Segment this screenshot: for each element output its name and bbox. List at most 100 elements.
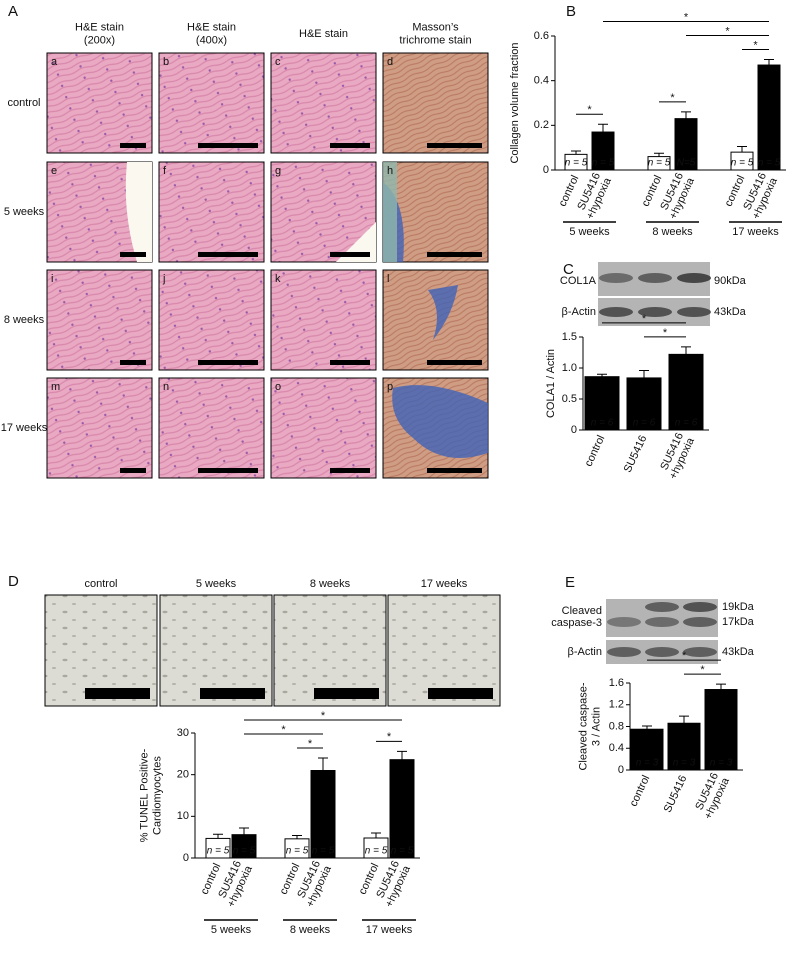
blot-band bbox=[677, 307, 711, 317]
micrograph-image bbox=[270, 52, 377, 154]
n-label: n = 5 bbox=[731, 158, 754, 169]
micrograph: o bbox=[270, 377, 377, 479]
micrograph: g bbox=[270, 161, 377, 263]
blot-band bbox=[599, 307, 633, 317]
micrograph-image bbox=[44, 594, 158, 707]
micrograph-image bbox=[158, 52, 265, 154]
blot-band bbox=[607, 617, 641, 627]
error-bar bbox=[318, 757, 328, 771]
scale-bar bbox=[198, 143, 258, 148]
group-label: 8 weeks bbox=[290, 924, 331, 936]
x-tick-label-line: SU5416 bbox=[622, 433, 650, 474]
x-tick-label: SU5416+hypoxia bbox=[656, 430, 697, 481]
blot-band bbox=[645, 617, 679, 627]
error-bar bbox=[397, 750, 407, 760]
band-label-line: COL1A bbox=[560, 275, 597, 287]
y-tick-label: 0 bbox=[183, 852, 189, 864]
column-header-line: H&E stain bbox=[187, 21, 236, 33]
x-tick-label-line: SU5416 bbox=[662, 773, 690, 814]
n-label: n = 5 bbox=[391, 846, 414, 857]
error-bar bbox=[239, 827, 249, 835]
micrograph-image bbox=[387, 594, 501, 707]
scale-bar bbox=[330, 360, 370, 365]
error-bar bbox=[737, 146, 747, 153]
scale-bar bbox=[427, 143, 482, 148]
scale-bar bbox=[198, 360, 258, 365]
scale-bar bbox=[427, 360, 482, 365]
x-tick-label: SU5416+hypoxia bbox=[691, 770, 732, 821]
micrograph-image bbox=[273, 594, 387, 707]
error-bar bbox=[639, 369, 649, 378]
x-tick-label: SU5416 bbox=[622, 433, 650, 474]
y-tick-label: 20 bbox=[177, 769, 189, 781]
micrograph-image bbox=[158, 161, 265, 263]
n-label: n = 3 bbox=[673, 758, 696, 769]
scale-bar bbox=[330, 143, 370, 148]
image-label: 5 weeks bbox=[196, 578, 237, 590]
panel-label: E bbox=[565, 574, 575, 591]
bar bbox=[584, 376, 620, 431]
blot-band bbox=[599, 273, 633, 283]
blot-band bbox=[645, 602, 679, 612]
panel-label: B bbox=[566, 3, 576, 20]
significance-label: * bbox=[663, 327, 668, 339]
micrograph: n bbox=[158, 377, 265, 479]
bar bbox=[730, 151, 754, 171]
y-axis-label: Collagen volume fraction bbox=[509, 42, 521, 163]
y-axis-label-line: Cleaved caspase- bbox=[577, 682, 589, 770]
size-label: 17kDa bbox=[722, 616, 755, 628]
n-label: n = 5 bbox=[207, 846, 230, 857]
row-label: control bbox=[7, 97, 40, 109]
y-axis-label: Cleaved caspase-3 / Actin bbox=[577, 682, 602, 770]
image-letter: n bbox=[163, 381, 169, 393]
y-tick-label: 0.2 bbox=[534, 119, 549, 131]
image-letter: j bbox=[162, 273, 165, 285]
image-letter: f bbox=[163, 165, 167, 177]
band-label-line: caspase-3 bbox=[551, 617, 602, 629]
error-bar bbox=[642, 725, 652, 730]
image-letter: h bbox=[387, 165, 393, 177]
scale-bar bbox=[198, 468, 258, 473]
column-header: H&E stain bbox=[299, 28, 348, 40]
panel-label: A bbox=[8, 3, 18, 20]
y-tick-label: 0 bbox=[571, 424, 577, 436]
error-bar bbox=[571, 150, 581, 155]
image-letter: i bbox=[51, 273, 53, 285]
n-label: n = 3 bbox=[636, 758, 659, 769]
error-bar bbox=[598, 123, 608, 133]
column-header: Masson’s trichrome stain bbox=[399, 21, 471, 46]
image-letter: l bbox=[387, 273, 389, 285]
group-label: 8 weeks bbox=[652, 226, 693, 238]
error-bar bbox=[292, 835, 302, 839]
n-label: n = 5 bbox=[365, 846, 388, 857]
scale-bar bbox=[120, 143, 146, 148]
micrograph: a bbox=[46, 52, 153, 154]
x-tick-label-line: control bbox=[583, 433, 608, 468]
n-label: n = 6 bbox=[591, 418, 614, 429]
n-label: n = 5 bbox=[312, 846, 335, 857]
scale-bar bbox=[330, 252, 370, 257]
error-bar bbox=[681, 346, 691, 355]
n-label: n = 6 bbox=[675, 418, 698, 429]
micrograph-image bbox=[158, 269, 265, 371]
column-header-line: Masson’s bbox=[412, 21, 459, 33]
band-label: Cleaved caspase-3 bbox=[551, 605, 602, 629]
micrograph: d bbox=[382, 52, 489, 154]
micrograph-image bbox=[382, 52, 489, 154]
image-letter: d bbox=[387, 56, 393, 68]
size-label: 43kDa bbox=[714, 306, 747, 318]
n-label: N=5 bbox=[677, 158, 696, 169]
bar bbox=[591, 131, 615, 171]
blot-band bbox=[645, 647, 679, 657]
bar bbox=[668, 353, 704, 431]
image-label: 17 weeks bbox=[421, 578, 468, 590]
scale-bar bbox=[120, 360, 146, 365]
error-bar bbox=[716, 683, 726, 690]
y-tick-label: 0.8 bbox=[609, 720, 624, 732]
error-bar bbox=[679, 715, 689, 724]
n-label: n = 5 bbox=[233, 846, 256, 857]
y-axis-label: % TUNEL Positive-Cardiomyocytes bbox=[138, 748, 163, 842]
collagen-stain bbox=[392, 385, 488, 458]
micrograph-image bbox=[382, 269, 489, 371]
